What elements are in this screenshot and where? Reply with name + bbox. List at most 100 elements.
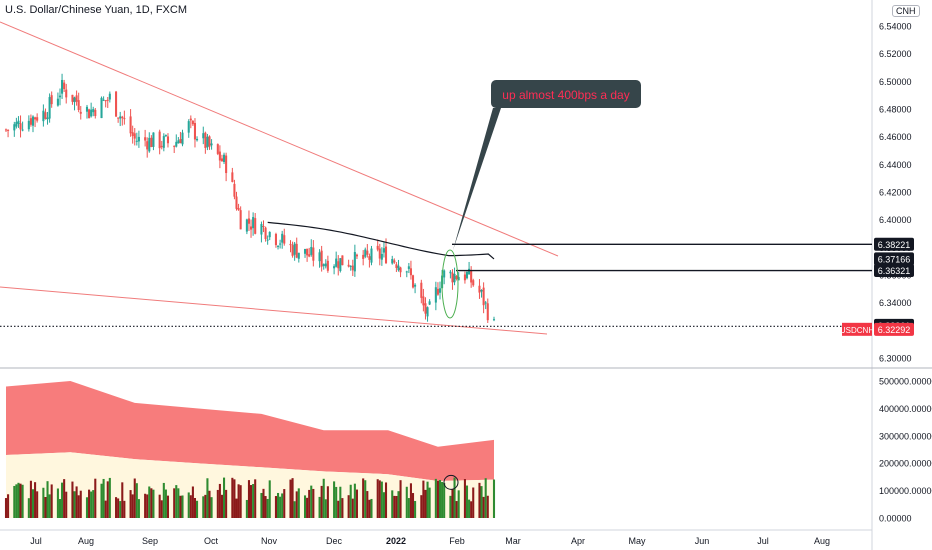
last-price-box (874, 322, 914, 336)
candlestick-series (4, 73, 496, 323)
candle-body (347, 264, 350, 267)
candle-body (262, 226, 265, 228)
candle-body (320, 250, 323, 267)
volume-bar (451, 489, 454, 518)
volume-bar (135, 483, 138, 518)
volume-bar (341, 498, 344, 518)
volume-bar (181, 495, 184, 518)
candle-body (322, 264, 325, 266)
candle-body (210, 143, 213, 146)
volume-bar (179, 495, 182, 518)
volume-bar (166, 495, 170, 518)
volume-bar (279, 496, 282, 518)
volume-bar (152, 489, 155, 518)
candle-body (220, 158, 224, 162)
volume-bar (137, 499, 140, 518)
moving-average-line (267, 221, 495, 260)
candle-body (399, 267, 402, 273)
candle-body (420, 282, 423, 298)
candle-body (237, 207, 240, 211)
volume-bar (355, 489, 358, 518)
candle-body (34, 117, 37, 120)
volume-bar (262, 488, 265, 518)
candle-body (306, 248, 309, 256)
volume-upper-band (6, 381, 494, 481)
candle-body (63, 82, 66, 90)
price-tick-label: 6.46000 (879, 132, 912, 142)
volume-bar (424, 489, 427, 518)
volume-bar (303, 495, 307, 518)
chart-title: U.S. Dollar/Chinese Yuan, 1D, FXCM (5, 4, 187, 16)
candle-body (407, 266, 410, 269)
candle-body (364, 249, 367, 257)
last-price-text: 6.32292 (878, 325, 911, 335)
candle-body (366, 250, 369, 255)
candle-body (92, 109, 95, 113)
volume-bar (470, 501, 473, 518)
candle-body (152, 132, 155, 147)
candle-body (208, 136, 211, 147)
candle-body (318, 252, 321, 262)
volume-bar (121, 482, 124, 518)
candle-body (351, 265, 354, 271)
candle-body (225, 155, 228, 174)
candle-body (135, 140, 138, 142)
candle-body (19, 123, 22, 130)
volume-bar (366, 491, 369, 518)
volume-bar (94, 478, 97, 518)
candle-body (245, 219, 248, 232)
candle-body (303, 249, 307, 254)
x-tick-label: Oct (204, 536, 219, 546)
candle-body (193, 122, 197, 140)
volume-bar (216, 489, 219, 518)
volume-bar (133, 478, 136, 518)
level-lines (0, 243, 872, 327)
candle-body (123, 118, 126, 120)
candle-body (223, 154, 226, 163)
volume-bar (17, 482, 20, 518)
y-axis: 6.54000 6.52000 6.50000 6.48000 6.46000 6.440… (840, 22, 932, 524)
volume-bar (71, 481, 74, 518)
candle-body (310, 246, 313, 255)
volume-bar (56, 488, 59, 518)
volume-bar (48, 494, 51, 518)
volume-bar (218, 483, 221, 518)
candle-body (293, 243, 296, 255)
volume-bar (443, 482, 446, 518)
candle-body (382, 248, 385, 253)
volume-bar (102, 478, 105, 518)
candle-body (42, 110, 45, 122)
candle-body (4, 129, 8, 131)
volume-bar (335, 486, 338, 518)
candle-body (252, 217, 255, 229)
volume-tick-label: 500000.00000 (879, 377, 932, 387)
volume-bar (144, 493, 147, 518)
price-label-box (874, 252, 914, 266)
x-tick-label: Aug (814, 536, 830, 546)
candle-body (409, 268, 412, 276)
volume-bar (46, 481, 49, 518)
volume-bar (164, 489, 167, 518)
volume-tick-label: 200000.00000 (879, 459, 932, 469)
volume-bar (119, 501, 122, 518)
candle-body (158, 131, 161, 149)
candle-body (468, 268, 471, 275)
volume-bar (407, 498, 410, 518)
candle-body (414, 284, 417, 287)
volume-bar (160, 500, 163, 518)
currency-badge[interactable]: CNH (892, 5, 920, 17)
volume-bar (428, 487, 431, 518)
price-label-text: 6.36321 (878, 266, 911, 276)
volume-bar (175, 485, 178, 518)
candle-body (353, 252, 356, 272)
price-tick-label: 6.50000 (879, 77, 912, 87)
candle-body (235, 196, 238, 209)
price-tick-label: 6.44000 (879, 160, 912, 170)
volume-bar (100, 483, 103, 518)
volume-bar (463, 479, 466, 518)
candle-body (465, 271, 469, 279)
volume-bar (368, 499, 371, 518)
candle-body (106, 99, 109, 101)
candle-body (121, 116, 124, 119)
